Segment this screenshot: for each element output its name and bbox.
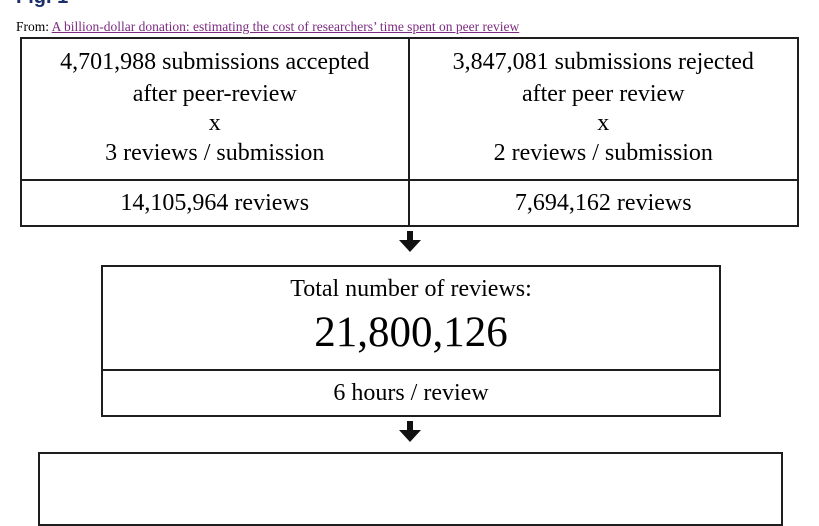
down-arrow-icon: [399, 421, 421, 442]
accepted-cell: 4,701,988 submissions accepted after pee…: [22, 39, 410, 179]
rejected-reviews-result: 7,694,162 reviews: [409, 179, 797, 225]
accepted-count-line2: after peer-review: [132, 81, 297, 107]
hours-per-review: 6 hours / review: [103, 369, 719, 415]
from-prefix: From:: [16, 19, 50, 34]
accepted-reviews-result: 14,105,964 reviews: [22, 179, 410, 225]
source-article-link[interactable]: A billion-dollar donation: estimating th…: [51, 19, 520, 34]
figure-label: Fig. 1: [16, 0, 68, 9]
rejected-review-rate: 2 reviews / submission: [493, 140, 713, 166]
next-step-box-clipped: [38, 452, 783, 526]
down-arrow-icon: [399, 231, 421, 252]
rejected-count-line2: after peer review: [521, 81, 685, 107]
rejected-count-line: 3,847,081 submissions rejected: [452, 49, 754, 75]
rejected-multiply-operator: x: [597, 110, 610, 136]
rejected-cell: 3,847,081 submissions rejected after pee…: [410, 39, 798, 179]
accepted-count-line: 4,701,988 submissions accepted: [60, 49, 370, 75]
total-reviews-title: Total number of reviews:: [290, 276, 532, 302]
accepted-review-rate: 3 reviews / submission: [105, 140, 325, 166]
total-reviews-number: 21,800,126: [314, 309, 508, 356]
figure-source-line: From: A billion-dollar donation: estimat…: [16, 19, 519, 35]
accepted-multiply-operator: x: [208, 110, 221, 136]
total-reviews-box: Total number of reviews: 21,800,126 6 ho…: [101, 265, 721, 417]
submissions-calc-table: 4,701,988 submissions accepted after pee…: [20, 37, 799, 227]
total-reviews-upper: Total number of reviews: 21,800,126: [103, 267, 719, 369]
